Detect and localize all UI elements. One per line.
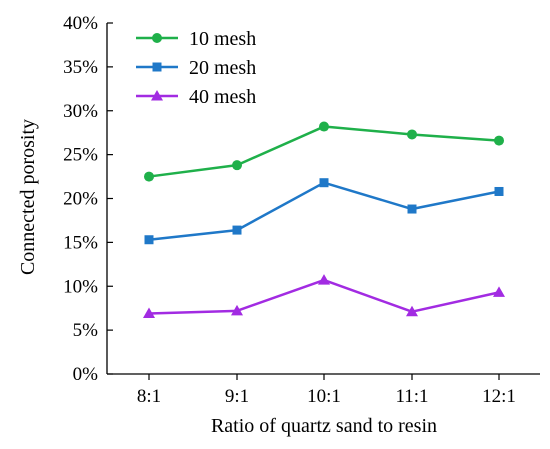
x-tick-label: 9:1	[225, 386, 249, 407]
data-point	[318, 274, 330, 285]
y-tick-label: 15%	[63, 232, 98, 253]
series-line	[148, 278, 500, 315]
data-point	[231, 304, 243, 316]
tick-labels: 0% 5% 10% 15% 20% 25% 30% 35% 40% 8:1 9:1 10:1 11:1 1…	[63, 13, 516, 407]
y-tick-label: 0%	[73, 364, 99, 385]
axes	[106, 22, 540, 380]
x-tick-label: 12:1	[482, 386, 516, 407]
legend-marker	[152, 62, 162, 72]
legend-marker	[152, 33, 162, 43]
y-tick-label: 40%	[63, 13, 98, 34]
x-tick-label: 8:1	[137, 386, 161, 407]
x-axis-label: Ratio of quartz sand to resin	[211, 415, 437, 437]
data-point	[494, 186, 504, 196]
y-tick-label: 35%	[63, 57, 98, 78]
data-point	[319, 178, 329, 188]
data-point	[144, 235, 154, 245]
legend-label: 10 mesh	[189, 28, 256, 50]
x-tick-label: 11:1	[395, 386, 428, 407]
data-point	[144, 171, 154, 182]
series-40-mesh	[143, 274, 505, 318]
data-point	[494, 135, 504, 146]
data-point	[143, 307, 155, 318]
y-tick-label: 20%	[63, 189, 98, 210]
legend-marker	[151, 90, 163, 101]
legend-item: 20 mesh	[136, 57, 256, 79]
data-point	[406, 305, 418, 317]
legend-item: 40 mesh	[136, 86, 256, 108]
data-point	[407, 204, 417, 214]
data-point	[232, 160, 242, 171]
series-10-mesh	[144, 121, 504, 182]
data-point	[493, 286, 505, 297]
series-group	[143, 121, 505, 318]
y-tick-label: 25%	[63, 145, 98, 166]
series-20-mesh	[144, 178, 504, 245]
data-point	[407, 129, 417, 140]
y-axis-label: Connected porosity	[17, 119, 39, 275]
legend-label: 20 mesh	[189, 57, 256, 79]
legend-label: 40 mesh	[189, 86, 256, 108]
x-tick-label: 10:1	[307, 386, 341, 407]
series-line	[148, 181, 500, 241]
data-point	[232, 225, 242, 235]
y-tick-label: 30%	[63, 101, 98, 122]
legend: 10 mesh 20 mesh 40 mesh	[136, 28, 256, 108]
legend-item: 10 mesh	[136, 28, 256, 50]
y-tick-label: 5%	[73, 320, 99, 341]
data-point	[319, 121, 329, 132]
series-line	[148, 125, 500, 178]
y-tick-label: 10%	[63, 276, 98, 297]
